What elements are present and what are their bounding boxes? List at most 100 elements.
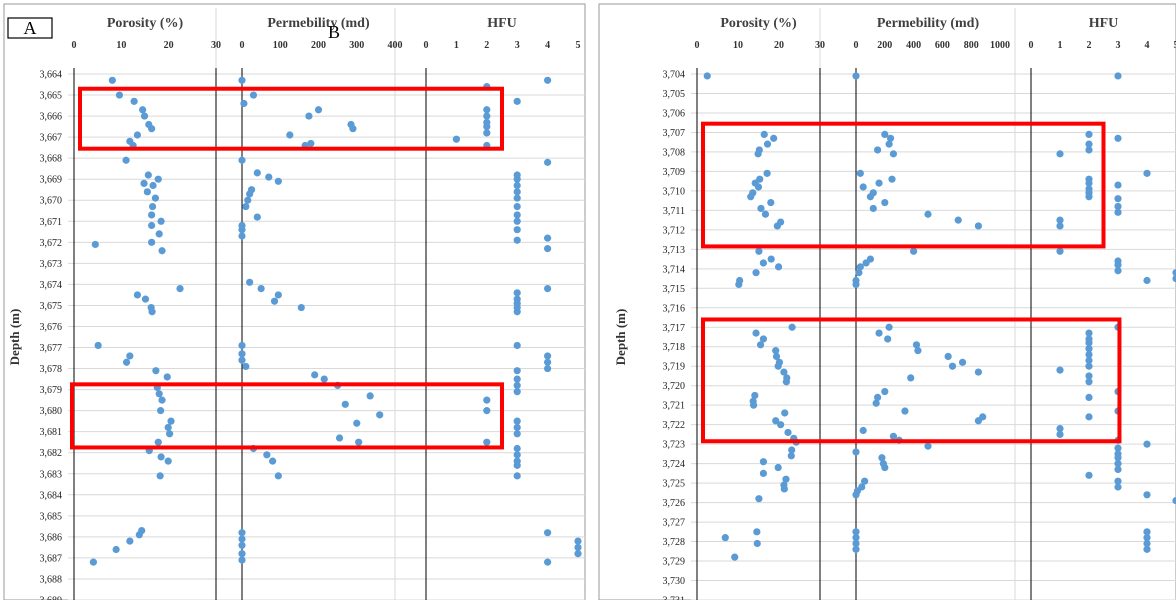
- x-tick-label: 400: [388, 40, 403, 51]
- data-point: [135, 531, 143, 539]
- y-tick-label: 3,671: [40, 217, 63, 228]
- data-point: [513, 211, 521, 219]
- y-tick-label: 3,685: [40, 511, 63, 522]
- track-title: Porosity (%): [720, 16, 797, 31]
- data-point: [1085, 130, 1093, 138]
- data-point: [889, 150, 898, 158]
- data-point: [355, 438, 363, 446]
- track-title: Porosity (%): [107, 16, 184, 31]
- x-tick-label: 20: [164, 40, 174, 51]
- data-point: [483, 407, 491, 415]
- data-point: [753, 539, 761, 548]
- data-point: [852, 491, 860, 499]
- data-point: [852, 534, 860, 542]
- data-point: [112, 545, 120, 554]
- data-point: [855, 269, 863, 277]
- data-point: [141, 295, 150, 303]
- data-point: [759, 458, 768, 466]
- x-tick-label: 300: [349, 40, 364, 51]
- data-point: [881, 130, 889, 138]
- data-point: [483, 112, 491, 120]
- data-point: [770, 134, 778, 142]
- y-axis-label: Depth (m): [613, 309, 628, 366]
- data-point: [513, 194, 521, 202]
- data-point: [773, 222, 781, 230]
- y-tick-label: 3,726: [663, 498, 686, 509]
- data-point: [755, 247, 763, 255]
- data-point: [767, 198, 775, 207]
- x-tick-label: 100: [273, 40, 288, 51]
- data-point: [140, 112, 149, 120]
- data-point: [544, 285, 552, 293]
- data-point: [122, 358, 131, 366]
- data-point: [866, 193, 875, 201]
- data-point: [238, 529, 246, 537]
- data-point: [703, 72, 711, 80]
- y-tick-label: 3,675: [40, 301, 63, 312]
- x-tick-label: 0: [695, 40, 700, 51]
- data-point: [774, 463, 782, 472]
- data-point: [763, 169, 771, 177]
- data-point: [749, 401, 758, 409]
- data-point: [856, 263, 864, 271]
- data-point: [757, 204, 765, 213]
- data-point: [1085, 179, 1093, 187]
- highlight-box: [701, 317, 1122, 444]
- data-point: [1114, 454, 1122, 462]
- data-point: [878, 454, 886, 462]
- data-point: [157, 407, 165, 415]
- data-point: [483, 106, 491, 114]
- data-point: [238, 550, 246, 558]
- data-point: [1056, 247, 1064, 255]
- data-point: [242, 362, 250, 371]
- data-point: [376, 411, 384, 419]
- data-point: [1143, 539, 1151, 548]
- x-tick-label: 2: [484, 40, 489, 51]
- data-point: [1143, 534, 1151, 542]
- data-point: [126, 537, 134, 545]
- data-point: [513, 388, 521, 396]
- data-point: [1114, 208, 1122, 216]
- x-tick-label: 1: [1058, 40, 1063, 51]
- data-point: [238, 541, 246, 549]
- data-point: [1143, 491, 1151, 499]
- y-tick-label: 3,681: [40, 427, 63, 438]
- data-point: [513, 236, 521, 244]
- data-point: [108, 76, 116, 84]
- data-point: [788, 446, 796, 454]
- data-point: [1085, 193, 1093, 201]
- panel-label: A: [24, 18, 37, 38]
- y-tick-label: 3,725: [663, 479, 686, 490]
- data-point: [761, 210, 770, 218]
- data-point: [884, 335, 892, 343]
- data-point: [869, 204, 877, 213]
- data-point: [1114, 134, 1122, 142]
- data-point: [755, 495, 763, 503]
- data-point: [1085, 372, 1093, 380]
- x-tick-label: 10: [116, 40, 126, 51]
- data-point: [122, 156, 130, 164]
- data-point: [238, 76, 246, 84]
- data-point: [859, 183, 867, 191]
- data-point: [756, 341, 765, 349]
- y-tick-label: 3,714: [663, 264, 686, 275]
- x-tick-label: 4: [545, 40, 550, 51]
- data-point: [1114, 477, 1122, 485]
- highlight-box: [701, 121, 1106, 249]
- data-point: [1114, 72, 1122, 80]
- data-point: [772, 417, 780, 425]
- y-tick-label: 3,670: [40, 196, 63, 207]
- data-point: [246, 190, 254, 198]
- data-point: [544, 529, 552, 537]
- data-point: [1056, 222, 1064, 230]
- data-point: [948, 362, 957, 370]
- data-point: [544, 158, 552, 166]
- data-point: [886, 134, 895, 142]
- data-point: [752, 269, 760, 277]
- data-point: [780, 485, 788, 493]
- data-point: [1143, 276, 1151, 285]
- data-point: [148, 202, 157, 211]
- y-tick-label: 3,705: [663, 89, 686, 100]
- y-tick-label: 3,669: [40, 175, 63, 186]
